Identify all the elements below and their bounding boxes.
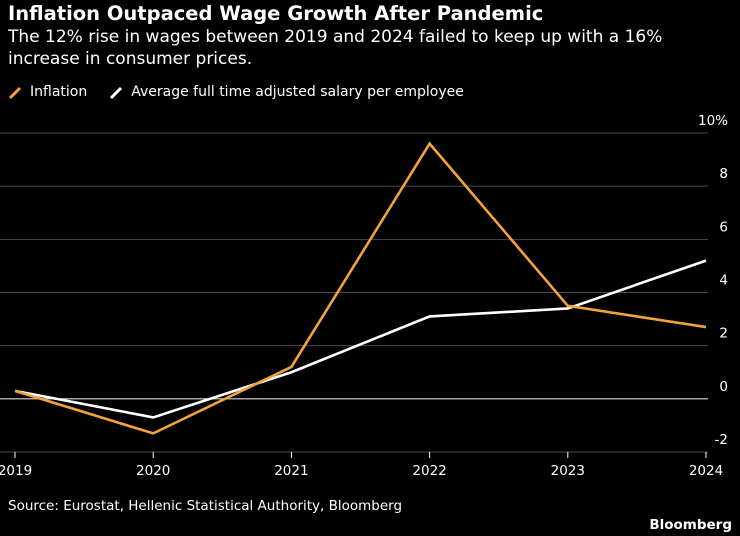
y-tick-label: 2: [719, 326, 728, 342]
x-tick-label: 2021: [274, 463, 308, 479]
y-tick-label: 4: [719, 273, 728, 289]
legend: Inflation Average full time adjusted sal…: [8, 84, 486, 100]
series-line-salary: [14, 259, 707, 419]
source-note: Source: Eurostat, Hellenic Statistical A…: [8, 498, 403, 514]
bloomberg-logo: Bloomberg: [649, 517, 732, 533]
y-tick-label: 0: [719, 379, 728, 395]
x-tick-label: 2023: [551, 463, 585, 479]
x-tick-label: 2020: [136, 463, 170, 479]
legend-item-salary: Average full time adjusted salary per em…: [109, 84, 464, 100]
x-tick-label: 2019: [0, 463, 32, 479]
y-tick-label: 10%: [698, 113, 728, 129]
legend-item-inflation: Inflation: [8, 84, 87, 100]
chart-title: Inflation Outpaced Wage Growth After Pan…: [8, 2, 544, 25]
legend-swatch-inflation: [8, 84, 24, 100]
x-tick-label: 2024: [689, 463, 723, 479]
grid-lines: [0, 132, 708, 453]
y-tick-label: 6: [719, 219, 728, 235]
x-axis: 2019 2020 2021 2022 2023 2024: [0, 452, 723, 479]
y-axis: -2 0 2 4 6 8 10%: [698, 113, 728, 448]
y-tick-label: 8: [719, 166, 728, 182]
legend-label-salary: Average full time adjusted salary per em…: [131, 84, 464, 100]
legend-label-inflation: Inflation: [30, 84, 88, 100]
series-line-inflation: [14, 141, 707, 435]
x-tick-label: 2022: [412, 463, 446, 479]
y-tick-label: -2: [715, 432, 728, 448]
series-lines: [14, 141, 707, 435]
chart-subtitle: The 12% rise in wages between 2019 and 2…: [8, 27, 663, 69]
legend-swatch-salary: [109, 84, 125, 100]
